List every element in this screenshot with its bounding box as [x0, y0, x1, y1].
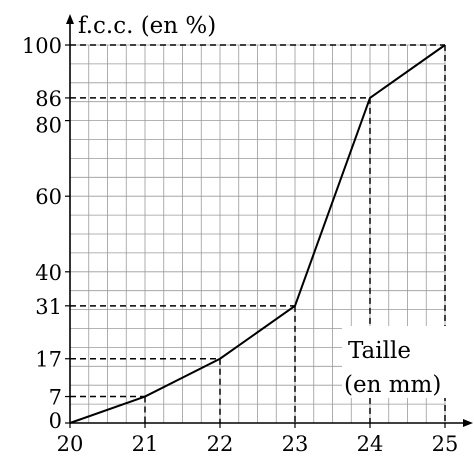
x-axis-label-line2: (en mm) [344, 372, 441, 398]
legend-bg [342, 326, 462, 398]
x-tick-label: 21 [132, 432, 159, 456]
y-tick-label: 60 [35, 185, 62, 209]
y-axis-arrow [66, 14, 74, 24]
y-tick-label: 17 [35, 348, 62, 372]
series-line [69, 44, 446, 424]
x-tick-label: 24 [357, 432, 384, 456]
axes [66, 14, 473, 427]
x-tick-label: 20 [57, 432, 84, 456]
x-axis-label-line1: Taille [348, 338, 411, 364]
series [69, 44, 446, 424]
y-tick-label: 80 [35, 114, 62, 138]
x-axis-arrow [463, 419, 473, 427]
tick-labels: 20 21 22 23 24 25 07 17 31 40 60 80 86 100 [22, 34, 458, 456]
x-tick-label: 22 [207, 432, 234, 456]
y-tick-label: 100 [22, 34, 62, 58]
y-tick-label: 7 [49, 386, 62, 410]
x-tick-label: 23 [282, 432, 309, 456]
y-tick-label: 86 [35, 87, 62, 111]
x-tick-label: 25 [432, 432, 459, 456]
y-tick-label: 40 [35, 261, 62, 285]
y-tick-label: 31 [35, 295, 62, 319]
y-axis-label: f.c.c. (en %) [78, 13, 216, 39]
y-tick-label: 0 [49, 409, 62, 433]
